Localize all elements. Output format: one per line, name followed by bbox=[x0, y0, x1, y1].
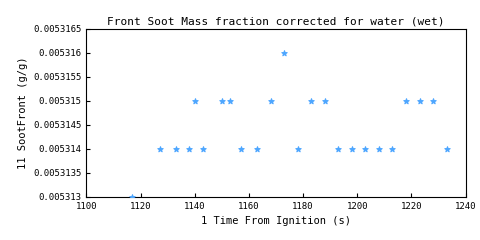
Title: Front Soot Mass fraction corrected for water (wet): Front Soot Mass fraction corrected for w… bbox=[107, 17, 445, 27]
Point bbox=[402, 99, 410, 103]
Point bbox=[443, 147, 450, 151]
Point bbox=[129, 195, 136, 199]
Y-axis label: 11 SootFront (g/g): 11 SootFront (g/g) bbox=[18, 57, 28, 169]
Point bbox=[199, 147, 207, 151]
Point bbox=[218, 99, 226, 103]
Point bbox=[348, 147, 356, 151]
Point bbox=[335, 147, 342, 151]
Point bbox=[191, 99, 199, 103]
Point bbox=[361, 147, 369, 151]
Point bbox=[172, 147, 180, 151]
Point bbox=[416, 99, 423, 103]
Point bbox=[389, 147, 396, 151]
Point bbox=[253, 147, 261, 151]
Point bbox=[226, 99, 234, 103]
Point bbox=[237, 147, 245, 151]
Point bbox=[280, 51, 288, 55]
Point bbox=[185, 147, 193, 151]
Point bbox=[375, 147, 383, 151]
Point bbox=[307, 99, 315, 103]
Point bbox=[429, 99, 437, 103]
Point bbox=[267, 99, 275, 103]
X-axis label: 1 Time From Ignition (s): 1 Time From Ignition (s) bbox=[201, 216, 351, 226]
Point bbox=[156, 147, 163, 151]
Point bbox=[294, 147, 301, 151]
Point bbox=[321, 99, 329, 103]
